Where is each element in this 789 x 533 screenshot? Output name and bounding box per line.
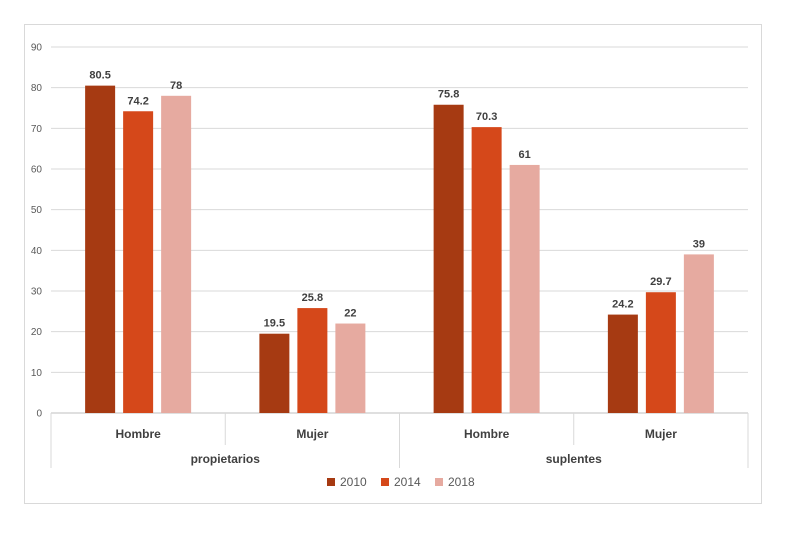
x-group-label: suplentes <box>546 452 602 466</box>
legend-swatch <box>381 478 389 486</box>
bar <box>509 164 540 413</box>
data-label: 78 <box>170 80 182 92</box>
y-tick-label: 10 <box>31 368 43 379</box>
data-label: 75.8 <box>438 89 459 101</box>
y-tick-label: 70 <box>31 124 43 135</box>
bar <box>471 127 502 413</box>
y-tick-label: 30 <box>31 287 43 298</box>
y-tick-label: 40 <box>31 246 43 257</box>
legend-label: 2010 <box>340 475 367 489</box>
bar <box>123 111 154 414</box>
data-label: 19.5 <box>264 318 285 330</box>
data-label: 70.3 <box>476 111 497 123</box>
data-label: 24.2 <box>612 299 633 311</box>
legend-label: 2014 <box>394 475 421 489</box>
x-category-label: Mujer <box>296 427 328 441</box>
bar <box>433 104 464 413</box>
legend-swatch <box>435 478 443 486</box>
x-category-label: Mujer <box>645 427 677 441</box>
bar <box>161 95 192 414</box>
data-label: 80.5 <box>89 70 110 82</box>
y-tick-label: 90 <box>31 43 43 54</box>
bar <box>259 333 290 413</box>
y-tick-label: 0 <box>36 409 42 420</box>
data-label: 25.8 <box>302 292 323 304</box>
data-label: 74.2 <box>127 95 148 107</box>
y-tick-label: 80 <box>31 83 43 94</box>
bar <box>85 85 116 413</box>
bar <box>683 254 714 413</box>
bar <box>645 292 676 413</box>
data-label: 29.7 <box>650 276 671 288</box>
data-label: 61 <box>519 149 531 161</box>
y-tick-label: 50 <box>31 205 43 216</box>
legend-swatch <box>327 478 335 486</box>
x-category-label: Hombre <box>115 427 161 441</box>
y-tick-label: 60 <box>31 165 43 176</box>
x-category-label: Hombre <box>464 427 510 441</box>
x-group-label: propietarios <box>191 452 261 466</box>
bar <box>335 323 366 413</box>
y-tick-label: 20 <box>31 327 43 338</box>
bar <box>297 308 328 413</box>
bar <box>607 314 638 413</box>
data-label: 39 <box>693 238 705 250</box>
legend-label: 2018 <box>448 475 475 489</box>
data-label: 22 <box>344 308 356 320</box>
